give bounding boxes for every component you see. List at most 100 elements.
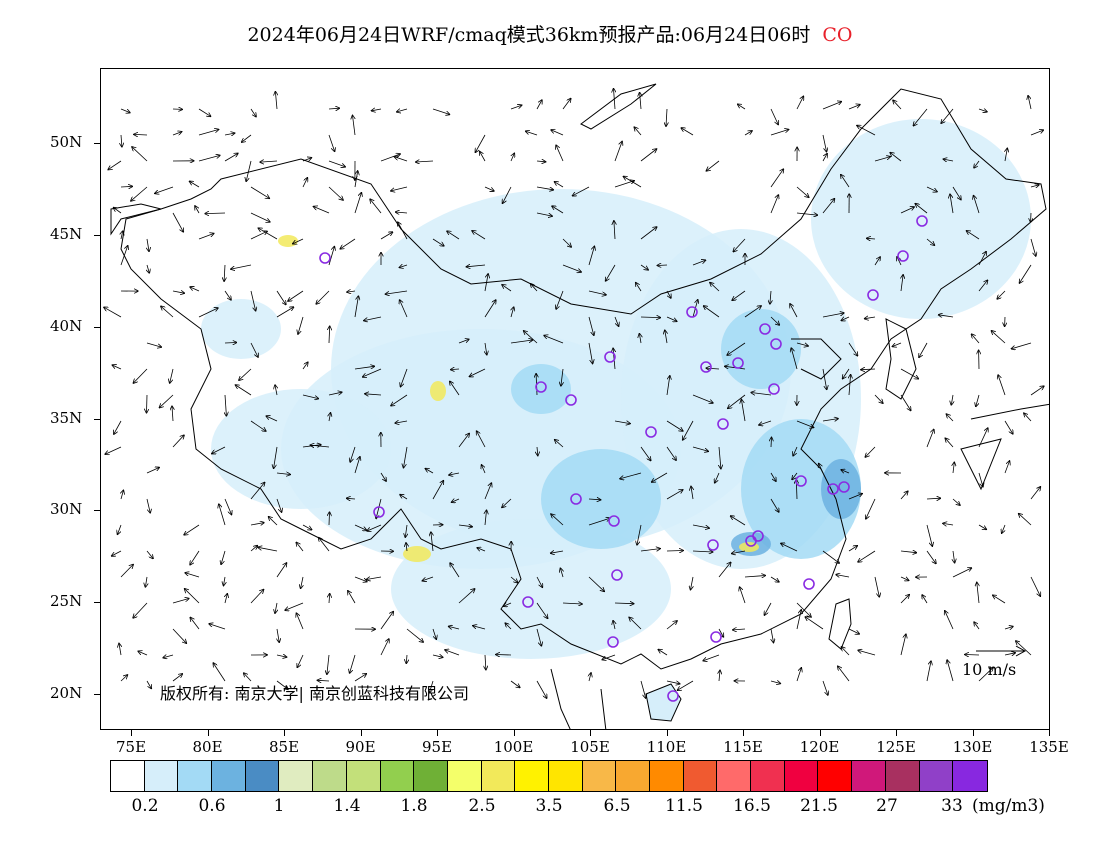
wind-vector xyxy=(502,285,512,292)
wind-vector xyxy=(354,296,358,318)
colorbar-label: 16.5 xyxy=(733,796,771,816)
wind-vector xyxy=(198,130,219,136)
wind-vector xyxy=(704,306,720,318)
wind-vector xyxy=(328,247,334,266)
wind-vector xyxy=(477,431,486,448)
lon-label-105E: 105E xyxy=(570,738,610,756)
wind-vector xyxy=(108,160,122,170)
wind-vector xyxy=(246,160,252,181)
station-marker-icon xyxy=(827,483,839,495)
colorbar-swatch xyxy=(919,761,954,791)
wind-vector xyxy=(293,238,304,244)
colorbar-swatch xyxy=(447,761,482,791)
wind-vector xyxy=(770,290,771,304)
wind-vector xyxy=(822,313,844,318)
wind-vector xyxy=(614,421,630,424)
wind-vector xyxy=(913,108,928,126)
wind-vector xyxy=(276,680,288,689)
wind-vector xyxy=(781,543,798,552)
wind-vector xyxy=(692,260,705,266)
wind-vector xyxy=(466,265,486,267)
wind-vector xyxy=(277,628,279,642)
wind-vector xyxy=(190,287,200,292)
wind-vector xyxy=(503,186,512,203)
wind-vector xyxy=(640,149,657,162)
wind-vector xyxy=(118,524,122,534)
wind-vector xyxy=(224,133,235,135)
lat-tick xyxy=(94,419,100,420)
wind-vector xyxy=(184,524,200,535)
wind-vector xyxy=(536,602,548,618)
wind-vector xyxy=(458,589,475,604)
wind-vector xyxy=(431,532,433,552)
title-pollutant: CO xyxy=(822,24,853,46)
concentration-blob xyxy=(403,546,431,562)
wind-vector xyxy=(1020,264,1032,283)
colorbar-swatch xyxy=(953,761,987,791)
wind-vector xyxy=(450,563,460,578)
wind-vector xyxy=(510,576,518,583)
colorbar-swatch xyxy=(245,761,280,791)
wind-vector xyxy=(114,208,122,214)
wind-vector xyxy=(224,576,226,586)
wind-vector xyxy=(822,134,827,152)
wind-vector xyxy=(276,290,286,305)
wind-vector xyxy=(185,589,200,604)
wind-vector xyxy=(706,368,720,369)
wind-vector xyxy=(770,681,780,684)
wind-vector xyxy=(998,375,1006,396)
station-marker-icon xyxy=(897,250,909,262)
concentration-blob xyxy=(721,309,801,389)
wind-reference-label: 10 m/s xyxy=(962,660,1017,679)
wind-vector xyxy=(1030,185,1039,187)
wind-vector xyxy=(759,420,772,425)
wind-vector xyxy=(276,498,282,512)
wind-vector xyxy=(926,661,931,682)
wind-vector xyxy=(741,400,746,422)
wind-vector xyxy=(395,157,408,162)
colorbar-swatch xyxy=(515,761,549,791)
map-panel[interactable] xyxy=(100,68,1050,730)
wind-vector xyxy=(250,523,264,525)
lat-label-35N: 35N xyxy=(50,409,83,427)
wind-vector xyxy=(367,577,382,580)
lat-label-25N: 25N xyxy=(50,592,83,610)
wind-vector xyxy=(536,212,552,216)
wind-vector xyxy=(365,394,382,395)
wind-vector xyxy=(1005,148,1007,162)
wind-vector xyxy=(219,504,226,526)
wind-vector xyxy=(849,375,851,396)
wind-vector xyxy=(614,603,634,604)
lat-label-30N: 30N xyxy=(50,500,83,518)
colorbar-swatch xyxy=(481,761,516,791)
colorbar-swatch xyxy=(111,761,145,791)
wind-vector xyxy=(900,368,918,379)
wind-vector xyxy=(163,655,174,658)
wind-vector xyxy=(242,134,252,142)
wind-vector xyxy=(172,406,173,422)
wind-vector xyxy=(744,306,761,318)
wind-vector xyxy=(819,464,824,474)
wind-vector xyxy=(250,483,265,500)
lon-label-115E: 115E xyxy=(723,738,763,756)
co-concentration-field xyxy=(201,119,1031,659)
lon-label-75E: 75E xyxy=(115,738,147,756)
wind-vector xyxy=(796,96,803,110)
wind-vector xyxy=(221,550,226,564)
wind-vector xyxy=(993,595,1006,604)
colorbar-label: 3.5 xyxy=(535,796,563,816)
lon-tick xyxy=(437,730,438,736)
wind-vector xyxy=(841,175,850,188)
lon-tick xyxy=(743,730,744,736)
wind-vector xyxy=(209,624,226,630)
wind-vector xyxy=(544,336,564,344)
wind-vector xyxy=(588,576,604,591)
wind-vector xyxy=(275,92,277,110)
wind-vector xyxy=(250,420,266,431)
wind-vector xyxy=(926,186,937,192)
concentration-blob xyxy=(541,449,661,549)
wind-vector xyxy=(562,99,571,110)
wind-vector xyxy=(1030,386,1044,396)
wind-vector xyxy=(1019,514,1032,526)
wind-vector xyxy=(406,628,423,642)
